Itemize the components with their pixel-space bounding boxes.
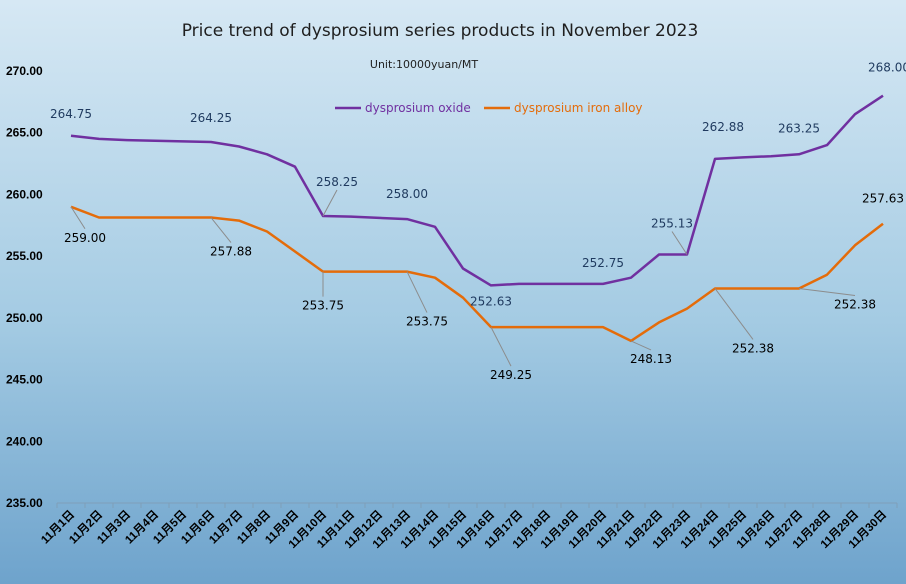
chart-title: Price trend of dysprosium series product…	[182, 21, 699, 41]
leader-line	[406, 271, 428, 313]
leader-line	[630, 340, 652, 351]
leader-line	[714, 288, 754, 340]
data-label: 252.75	[582, 256, 624, 270]
data-label: 257.63	[862, 192, 904, 206]
leader-line	[671, 231, 688, 255]
legend: dysprosium oxide dysprosium iron alloy	[335, 101, 643, 115]
series-line-dysprosium-iron-alloy	[70, 205, 884, 343]
data-label: 253.75	[406, 315, 448, 329]
data-label: 264.25	[190, 111, 232, 125]
data-label: 264.75	[50, 107, 92, 121]
data-label: 258.25	[316, 175, 358, 189]
leader-line	[70, 206, 86, 230]
y-tick-label: 235.00	[6, 496, 43, 510]
leader-line	[322, 189, 338, 217]
data-label: 258.00	[386, 187, 428, 201]
legend-label: dysprosium oxide	[365, 101, 471, 115]
y-tick-label: 240.00	[6, 434, 43, 448]
data-label: 252.38	[732, 341, 774, 355]
y-axis: 235.00 240.00 245.00 250.00 255.00 260.00 265.…	[6, 64, 43, 510]
plot-area: 264.75 264.25 258.25 258.00 252.63 252.75 255.…	[50, 61, 906, 382]
y-tick-label: 255.00	[6, 249, 43, 263]
y-tick-label: 270.00	[6, 64, 43, 78]
data-label: 268.00	[868, 61, 906, 75]
data-label: 262.88	[702, 120, 744, 134]
leader-line	[210, 217, 232, 243]
data-label: 259.00	[64, 231, 106, 245]
y-tick-label: 265.00	[6, 126, 43, 140]
data-label: 255.13	[651, 217, 693, 231]
chart-subtitle: Unit:10000yuan/MT	[370, 58, 478, 71]
leader-line	[490, 326, 512, 367]
y-tick-label: 250.00	[6, 311, 43, 325]
legend-label: dysprosium iron alloy	[514, 101, 643, 115]
data-label: 253.75	[302, 299, 344, 313]
data-label: 263.25	[778, 121, 820, 135]
y-tick-label: 245.00	[6, 373, 43, 387]
data-label: 252.38	[834, 297, 876, 311]
data-label: 249.25	[490, 368, 532, 382]
data-label: 257.88	[210, 245, 252, 259]
y-tick-label: 260.00	[6, 187, 43, 201]
data-label: 248.13	[630, 352, 672, 366]
data-label: 252.63	[470, 294, 512, 308]
series-line-dysprosium-oxide	[70, 94, 884, 287]
leader-line	[798, 287, 856, 296]
